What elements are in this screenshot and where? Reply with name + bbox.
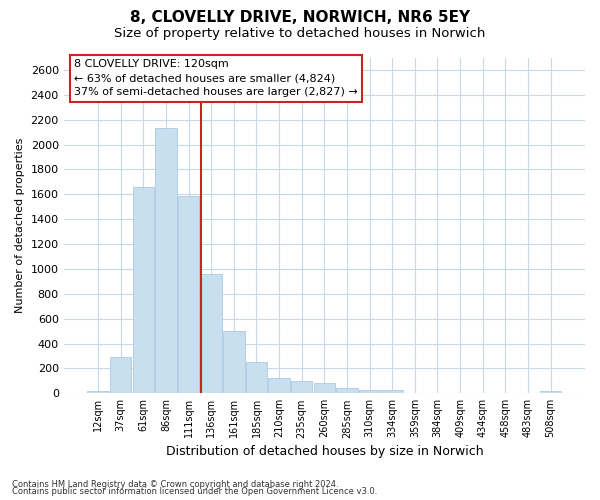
Bar bbox=[200, 274, 222, 394]
Text: Contains HM Land Registry data © Crown copyright and database right 2024.: Contains HM Land Registry data © Crown c… bbox=[12, 480, 338, 489]
Bar bbox=[359, 390, 380, 394]
X-axis label: Distribution of detached houses by size in Norwich: Distribution of detached houses by size … bbox=[166, 444, 483, 458]
Y-axis label: Number of detached properties: Number of detached properties bbox=[15, 138, 25, 313]
Bar bbox=[246, 362, 267, 394]
Bar bbox=[178, 196, 199, 394]
Text: Size of property relative to detached houses in Norwich: Size of property relative to detached ho… bbox=[115, 28, 485, 40]
Bar bbox=[427, 392, 448, 394]
Text: 8 CLOVELLY DRIVE: 120sqm
← 63% of detached houses are smaller (4,824)
37% of sem: 8 CLOVELLY DRIVE: 120sqm ← 63% of detach… bbox=[74, 59, 358, 97]
Bar bbox=[291, 381, 313, 394]
Bar bbox=[88, 391, 109, 394]
Bar bbox=[336, 388, 358, 394]
Text: Contains public sector information licensed under the Open Government Licence v3: Contains public sector information licen… bbox=[12, 487, 377, 496]
Bar bbox=[314, 382, 335, 394]
Bar bbox=[110, 357, 131, 394]
Text: 8, CLOVELLY DRIVE, NORWICH, NR6 5EY: 8, CLOVELLY DRIVE, NORWICH, NR6 5EY bbox=[130, 10, 470, 25]
Bar bbox=[268, 378, 290, 394]
Bar bbox=[223, 331, 245, 394]
Bar bbox=[449, 392, 471, 394]
Bar bbox=[133, 187, 154, 394]
Bar bbox=[155, 128, 177, 394]
Bar bbox=[382, 390, 403, 394]
Bar bbox=[472, 392, 493, 394]
Bar bbox=[494, 392, 516, 394]
Bar bbox=[540, 392, 562, 394]
Bar bbox=[404, 392, 425, 394]
Bar bbox=[517, 392, 539, 394]
